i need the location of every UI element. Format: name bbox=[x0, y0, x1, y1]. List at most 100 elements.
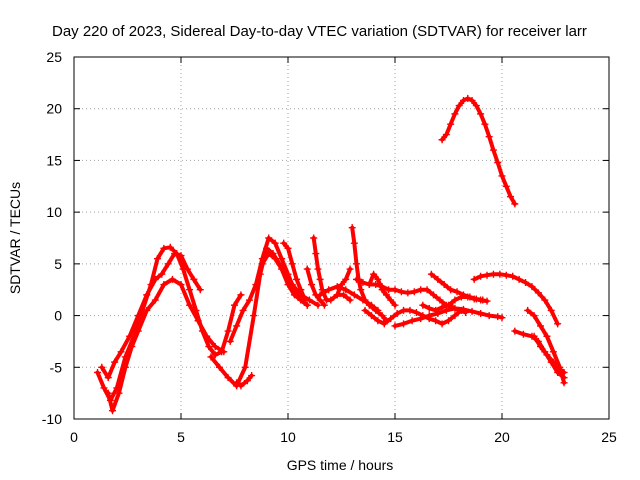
series-track-1 bbox=[94, 243, 245, 404]
plot-frame bbox=[73, 56, 610, 420]
data-point bbox=[258, 260, 266, 268]
data-point bbox=[378, 312, 386, 320]
data-point bbox=[342, 275, 350, 283]
data-point bbox=[211, 343, 219, 351]
data-point bbox=[423, 286, 431, 294]
data-point bbox=[464, 94, 472, 102]
data-point bbox=[445, 317, 452, 325]
x-tick-label: 0 bbox=[70, 429, 78, 445]
data-point bbox=[472, 102, 480, 110]
data-point bbox=[177, 281, 185, 289]
chart-title: Day 220 of 2023, Sidereal Day-to-day VTE… bbox=[52, 23, 587, 40]
data-point bbox=[100, 384, 108, 392]
data-point bbox=[346, 265, 354, 273]
data-point bbox=[151, 275, 159, 283]
data-point bbox=[126, 332, 134, 340]
data-point bbox=[248, 372, 256, 380]
data-point bbox=[556, 365, 564, 373]
data-point bbox=[554, 320, 562, 328]
series-line bbox=[234, 373, 254, 388]
data-point bbox=[207, 353, 215, 361]
data-point bbox=[237, 382, 245, 390]
data-point bbox=[419, 301, 427, 309]
data-point bbox=[453, 288, 461, 296]
data-point bbox=[498, 314, 506, 322]
data-point bbox=[489, 146, 497, 154]
data-point bbox=[98, 363, 106, 371]
data-point bbox=[284, 244, 292, 252]
series-track-13 bbox=[348, 224, 390, 325]
data-point bbox=[440, 281, 448, 289]
data-point bbox=[325, 286, 333, 294]
series-line bbox=[350, 225, 389, 323]
series-line bbox=[106, 277, 226, 413]
data-point bbox=[479, 296, 487, 304]
series-line bbox=[363, 308, 464, 326]
data-point bbox=[333, 291, 341, 299]
data-point bbox=[509, 272, 517, 280]
data-point bbox=[186, 286, 194, 294]
data-point bbox=[430, 291, 438, 299]
data-point bbox=[211, 351, 219, 359]
y-axis-label: SDTVAR / TECUs bbox=[7, 182, 23, 294]
data-point bbox=[301, 296, 309, 304]
data-point bbox=[160, 281, 168, 289]
data-point bbox=[408, 317, 416, 325]
data-point bbox=[327, 296, 335, 304]
grid bbox=[74, 57, 609, 419]
data-point bbox=[432, 317, 440, 325]
data-point bbox=[348, 224, 356, 232]
x-tick-label: 10 bbox=[280, 429, 296, 445]
series-line bbox=[440, 96, 517, 206]
data-point bbox=[224, 327, 232, 335]
data-point bbox=[290, 291, 298, 299]
data-point bbox=[278, 255, 286, 263]
y-tick-label: 25 bbox=[46, 49, 62, 65]
data-point bbox=[524, 306, 532, 314]
series-track-23 bbox=[524, 306, 568, 387]
series-track-20 bbox=[438, 94, 519, 208]
data-point bbox=[164, 260, 172, 268]
data-point bbox=[547, 306, 555, 314]
data-point bbox=[468, 96, 476, 104]
y-tick-label: -5 bbox=[50, 359, 63, 375]
data-point bbox=[359, 278, 367, 286]
series-group bbox=[94, 94, 568, 415]
data-point bbox=[451, 304, 459, 312]
x-tick-label: 20 bbox=[494, 429, 510, 445]
data-point bbox=[303, 265, 311, 273]
data-point bbox=[436, 296, 444, 304]
data-point bbox=[241, 363, 249, 371]
data-point bbox=[404, 289, 412, 297]
data-point bbox=[312, 250, 320, 258]
data-point bbox=[380, 320, 388, 328]
series-track-15 bbox=[365, 270, 399, 309]
data-point bbox=[451, 296, 459, 304]
data-point bbox=[350, 239, 358, 247]
series-track-2 bbox=[98, 250, 204, 382]
data-point bbox=[226, 337, 234, 345]
data-point bbox=[496, 270, 504, 278]
x-tick-label: 5 bbox=[177, 429, 185, 445]
data-point bbox=[297, 286, 305, 294]
data-point bbox=[485, 312, 493, 320]
data-point bbox=[121, 363, 129, 371]
data-point bbox=[151, 296, 159, 304]
data-point bbox=[425, 312, 433, 320]
data-point bbox=[477, 272, 485, 280]
data-point bbox=[117, 348, 125, 356]
data-point bbox=[239, 306, 247, 314]
data-point bbox=[427, 270, 435, 278]
data-point bbox=[365, 301, 373, 309]
data-point bbox=[183, 265, 191, 273]
y-tick-label: 0 bbox=[54, 308, 62, 324]
series-track-4 bbox=[207, 244, 322, 390]
series-line bbox=[95, 245, 243, 403]
x-tick-label: 15 bbox=[387, 429, 403, 445]
data-point bbox=[233, 379, 241, 387]
data-point bbox=[406, 306, 414, 314]
series-track-6 bbox=[233, 372, 256, 390]
data-point bbox=[250, 312, 258, 320]
data-point bbox=[128, 343, 136, 351]
